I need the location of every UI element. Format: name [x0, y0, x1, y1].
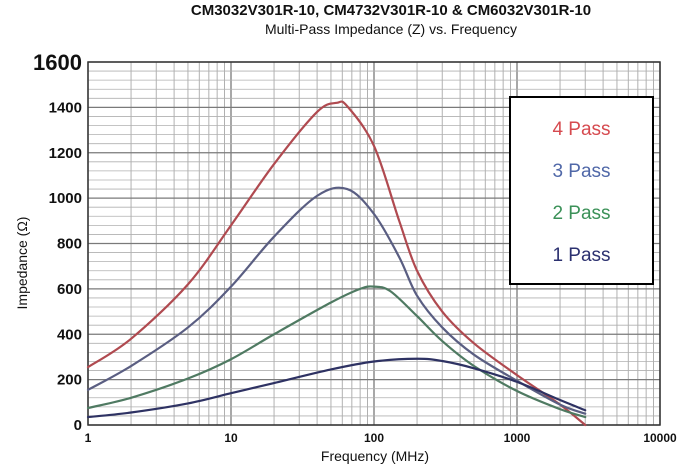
legend-item-2-pass: 2 Pass [552, 203, 611, 224]
legend-item-1-pass: 1 Pass [552, 245, 611, 266]
series-line-1-pass [86, 357, 587, 419]
x-tick-label: 1 [85, 431, 92, 445]
y-tick-label: 800 [57, 236, 82, 253]
chart-subtitle: Multi-Pass Impedance (Z) vs. Frequency [264, 21, 518, 37]
series-line-3-pass [86, 186, 587, 415]
series-line-4-pass [86, 100, 587, 427]
y-tick-label: 200 [57, 372, 82, 389]
x-tick-label: 1000 [504, 431, 531, 445]
y-tick-label: 1000 [49, 190, 82, 207]
chart-grid [87, 61, 661, 426]
x-axis-label: Frequency (MHz) [320, 448, 430, 464]
axis-ticks: 0 200 400 600 800 1000 1200 1400 1600 1 10 100 1000 1… [33, 50, 677, 445]
y-tick-label: 1600 [33, 50, 82, 75]
x-tick-label: 10000 [643, 431, 677, 445]
y-tick-label: 1400 [49, 99, 82, 116]
series-line-2-pass [86, 285, 587, 419]
legend-item-4-pass: 4 Pass [552, 119, 611, 140]
x-tick-label: 10 [224, 431, 238, 445]
chart-title: CM3032V301R-10, CM4732V301R-10 & CM6032V… [190, 2, 592, 19]
series-lines [86, 100, 587, 427]
legend-item-3-pass: 3 Pass [552, 161, 611, 182]
x-tick-label: 100 [364, 431, 384, 445]
y-tick-label: 400 [57, 326, 82, 343]
plot-frame [87, 61, 661, 426]
y-tick-label: 0 [74, 417, 82, 434]
chart-legend: 4 Pass 3 Pass 2 Pass 1 Pass [509, 96, 654, 285]
y-tick-label: 1200 [49, 145, 82, 162]
y-tick-label: 600 [57, 281, 82, 298]
